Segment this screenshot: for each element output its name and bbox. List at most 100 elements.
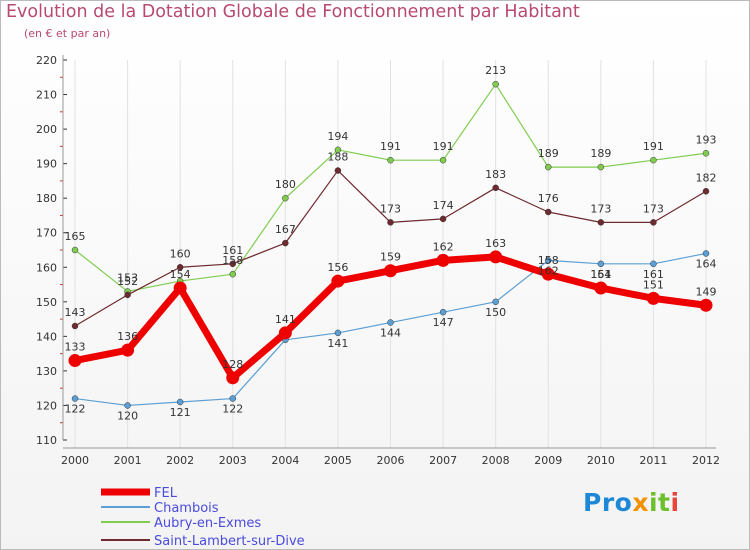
series-lines [68,80,713,409]
y-tick-label: 150 [36,296,57,309]
data-label: 156 [327,261,348,274]
data-label: 191 [380,140,401,153]
data-label: 161 [590,268,611,281]
data-point [492,80,499,88]
data-label: 152 [117,275,138,288]
data-point [124,402,131,409]
data-point [436,253,450,267]
data-point [597,219,605,226]
x-tick-label: 2006 [377,454,405,467]
data-label: 183 [485,168,506,181]
data-label: 189 [590,147,611,160]
data-point [229,260,236,268]
data-label: 128 [222,358,243,371]
data-label: 176 [538,192,559,205]
data-point [492,184,499,192]
data-point [229,395,236,402]
data-label: 158 [222,254,243,267]
legend-label: Saint-Lambert-sur-Dive [154,534,305,549]
data-point [541,267,555,281]
data-point [282,194,289,202]
data-label: 120 [117,409,138,422]
data-label: 173 [380,202,401,215]
data-label: 149 [696,285,717,298]
data-label: 122 [222,403,243,416]
data-label: 133 [65,341,86,354]
data-label: 154 [170,268,191,281]
data-point [331,274,345,288]
x-tick-label: 2002 [166,454,194,467]
legend-label: Aubry-en-Exmes [154,516,261,531]
data-point [702,188,710,195]
legend-label: Chambois [154,501,219,516]
data-point [71,322,79,330]
x-tick-label: 2009 [534,454,562,467]
data-label: 136 [117,330,138,343]
data-point [68,354,82,368]
y-tick-label: 130 [36,365,57,378]
data-point [71,395,79,402]
y-tick-label: 170 [36,227,57,240]
data-point [282,239,289,247]
axes: 110 120 130 140 150 160 170 180 190 200 210 220 2000… [36,54,720,467]
y-tick-label: 110 [36,434,57,447]
data-label: 143 [65,306,86,319]
y-tick-label: 210 [36,89,57,102]
data-point [597,260,605,268]
y-tick-label: 120 [36,399,57,412]
data-label: 161 [222,244,243,257]
data-point [489,250,503,264]
x-tick-label: 2010 [587,454,615,467]
data-point [384,264,397,278]
x-tick-label: 2012 [692,454,720,467]
data-point [492,298,499,306]
data-label: 193 [696,133,717,146]
data-label: 164 [696,257,717,270]
data-label: 180 [275,178,296,191]
y-tick-label: 180 [36,192,57,205]
data-label: 173 [590,202,611,215]
data-label: 141 [275,313,296,326]
x-tick-label: 2004 [271,454,299,467]
data-point [173,281,187,295]
data-label: 147 [433,316,454,329]
data-label: 121 [170,406,191,419]
data-point [545,257,552,264]
data-label: 141 [327,337,348,350]
data-point [387,156,394,164]
data-point [176,398,184,406]
value-labels: 165 153 158 180 194 191 191 213 189 189 191 193 143 1… [65,64,717,422]
data-point [594,281,608,295]
data-label: 161 [643,268,664,281]
data-point [229,270,236,278]
data-point [334,167,342,174]
y-tick-label: 200 [36,123,57,136]
grid-lines [74,60,707,448]
data-point [334,146,342,154]
data-label: 173 [643,202,664,215]
data-label: 167 [275,223,296,236]
data-point [439,308,447,316]
x-tick-label: 2007 [429,454,457,467]
data-point [702,250,710,257]
data-label: 162 [538,264,559,277]
data-label: 191 [643,140,664,153]
data-point [71,246,79,254]
data-point [226,371,240,385]
data-label: 174 [433,199,454,212]
data-label: 153 [117,271,138,284]
data-label: 162 [433,240,454,253]
x-tick-label: 2000 [61,454,89,467]
data-point [650,260,657,268]
data-point [439,215,447,223]
data-label: 160 [170,247,191,260]
data-label: 188 [327,151,348,164]
proxiti-logo: Proxiti [583,488,680,517]
data-label: 213 [485,64,506,77]
y-tick-label: 140 [36,330,57,343]
data-point [545,163,552,171]
x-tick-label: 2008 [482,454,510,467]
legend-label: FEL [154,486,178,501]
y-tick-label: 160 [36,261,57,274]
